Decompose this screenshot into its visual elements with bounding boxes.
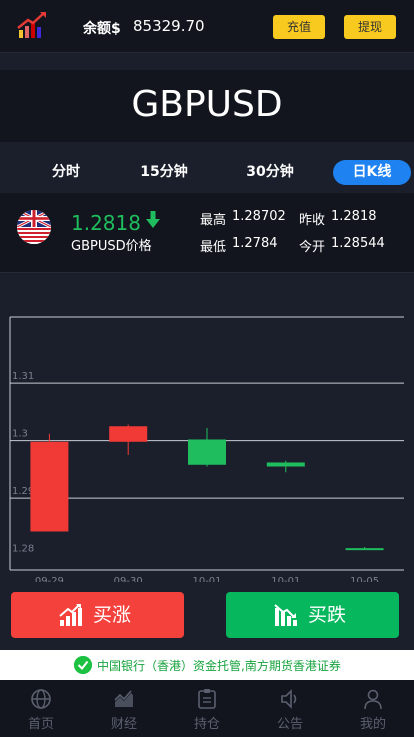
- period-tabs: 分时 15分钟 30分钟 日K线: [0, 152, 414, 192]
- nav-finance[interactable]: 财经: [83, 680, 165, 737]
- bottom-nav: 首页 财经 持仓 公告 我的: [0, 680, 414, 737]
- y-tick-label: 1.29: [12, 486, 34, 497]
- kline-chart[interactable]: 1.31 1.3 1.29 1.28 09-29 09-30 10-01 10-01 10-05: [0, 274, 414, 587]
- nav-home-label: 首页: [27, 717, 54, 732]
- nav-profile[interactable]: 我的: [332, 680, 414, 737]
- nav-profile-label: 我的: [359, 717, 386, 732]
- arrow-down-icon: [146, 211, 160, 228]
- x-tick-label: 09-29: [35, 576, 64, 582]
- x-tick-label: 10-05: [350, 576, 379, 582]
- custody-notice: 中国银行（香港）资金托管,南方期货香港证券: [0, 650, 414, 680]
- trade-actions: 买涨 买跌: [0, 582, 414, 650]
- tab-30min[interactable]: 30分钟: [246, 164, 294, 180]
- prev-close-label: 昨收: [299, 213, 326, 228]
- low-value: 1.2784: [232, 236, 278, 251]
- nav-positions-label: 持仓: [193, 717, 220, 732]
- buy-down-button[interactable]: 买跌: [226, 592, 399, 638]
- clipboard-icon: [198, 689, 216, 709]
- nav-home[interactable]: 首页: [0, 680, 82, 737]
- current-price: 1.2818: [71, 211, 141, 235]
- nav-finance-label: 财经: [110, 717, 137, 732]
- tab-15min[interactable]: 15分钟: [140, 164, 188, 180]
- y-tick-label: 1.3: [12, 429, 28, 440]
- shield-check-icon: [74, 656, 92, 674]
- speaker-icon: [281, 689, 297, 709]
- x-tick-label: 09-30: [114, 576, 143, 582]
- candle-body: [266, 462, 305, 467]
- withdraw-button[interactable]: 提现: [344, 15, 396, 39]
- chart-icon: [114, 690, 133, 707]
- uk-us-flag-icon: [17, 210, 51, 244]
- kline-chart-area[interactable]: 1.31 1.3 1.29 1.28 09-29 09-30 10-01 10-01 10-05: [0, 274, 414, 587]
- trend-up-icon: [59, 604, 82, 626]
- tab-timeshare[interactable]: 分时: [52, 164, 80, 180]
- high-value: 1.28702: [232, 209, 286, 224]
- nav-announcements-label: 公告: [276, 717, 303, 732]
- globe-icon: [31, 689, 51, 709]
- quote-panel: 1.2818 GBPUSD价格 最高 1.28702 昨收 1.2818 最低 …: [0, 193, 414, 273]
- symbol-header: GBPUSD: [0, 70, 414, 142]
- buy-up-label: 买涨: [93, 604, 132, 626]
- candle-body: [188, 439, 226, 465]
- buy-down-label: 买跌: [308, 604, 347, 626]
- buy-up-button[interactable]: 买涨: [11, 592, 184, 638]
- price-name: GBPUSD价格: [71, 239, 152, 254]
- symbol-title: GBPUSD: [131, 84, 283, 125]
- candle-body: [30, 441, 69, 532]
- candle-body: [345, 548, 384, 551]
- user-icon: [364, 689, 382, 710]
- notice-text: 中国银行（香港）资金托管,南方期货香港证券: [97, 659, 341, 673]
- tab-daily-k[interactable]: 日K线: [333, 160, 411, 185]
- y-tick-label: 1.31: [12, 371, 34, 382]
- x-tick-label: 10-01: [192, 576, 221, 582]
- spacer: [0, 53, 414, 70]
- open-value: 1.28544: [331, 236, 385, 251]
- low-label: 最低: [200, 240, 227, 255]
- balance-value: 85329.70: [133, 17, 205, 35]
- high-label: 最高: [200, 213, 227, 228]
- candle-body: [109, 426, 148, 442]
- trend-down-icon: [274, 604, 297, 626]
- top-bar: 余额$ 85329.70 充值 提现: [0, 0, 414, 53]
- nav-positions[interactable]: 持仓: [166, 680, 248, 737]
- recharge-button[interactable]: 充值: [273, 15, 325, 39]
- nav-announcements[interactable]: 公告: [249, 680, 331, 737]
- balance-label: 余额$: [83, 21, 121, 37]
- prev-close-value: 1.2818: [331, 209, 377, 224]
- open-label: 今开: [299, 240, 326, 255]
- y-tick-label: 1.28: [12, 544, 34, 555]
- x-tick-label: 10-01: [271, 576, 300, 582]
- logo-icon: [17, 12, 46, 38]
